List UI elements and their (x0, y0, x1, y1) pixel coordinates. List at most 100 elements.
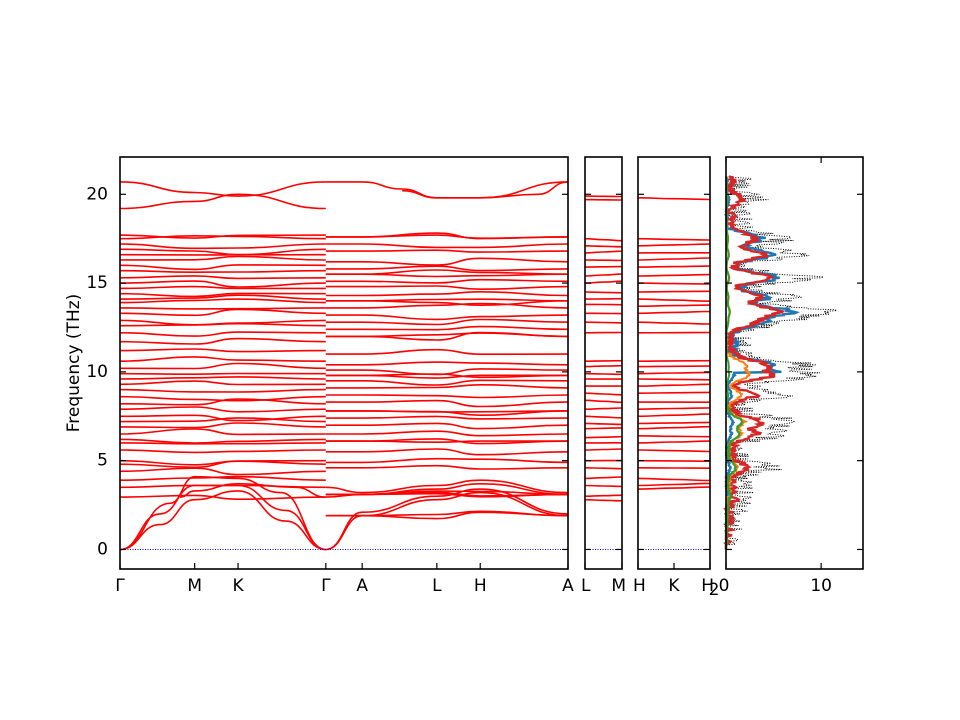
band-optical-A-11 (325, 422, 569, 430)
band-optical-A-15 (325, 399, 569, 408)
band-optical-6 (119, 449, 326, 454)
band-optical-39 (119, 248, 326, 256)
band-optical-A-32 (325, 290, 569, 297)
band-HKH-14 (637, 383, 711, 387)
band-optical-5 (119, 459, 326, 466)
band-HKH-2 (637, 477, 711, 482)
band-optical-A-23 (325, 348, 569, 356)
band-optical-22 (119, 348, 326, 353)
y-axis-label: Frequency (THz) (64, 294, 84, 433)
band-HKH-8 (637, 425, 711, 430)
xtick-label-0-2: K (232, 576, 244, 596)
band-optical-23 (119, 337, 326, 345)
band-acoustic-3 (179, 482, 326, 498)
band-LM-32 (584, 237, 623, 242)
band-HKH-21 (637, 310, 711, 315)
band-optical-A-18 (325, 379, 569, 386)
xtick-suffix: 2 (709, 580, 720, 600)
ytick-label-10: 10 (86, 362, 108, 382)
band-optical-35 (119, 269, 326, 274)
xtick-label-2-0: H (633, 576, 646, 596)
band-LM-25 (584, 291, 623, 294)
band-optical-27 (119, 308, 326, 317)
band-HKH-26 (637, 273, 711, 277)
band-LM-8 (584, 435, 623, 439)
band-LM-11 (584, 415, 623, 419)
band-optical-A-25 (325, 331, 569, 341)
band-optical-A-31 (325, 298, 569, 302)
band-optical-A-20 (325, 374, 569, 379)
band-optical-17 (119, 380, 326, 386)
xtick-label-2-2: H (701, 576, 714, 596)
band-LM-3 (584, 476, 623, 480)
band-HKH-6 (637, 440, 711, 444)
band-optical-A-10 (325, 430, 569, 437)
band-LM-0 (584, 498, 623, 502)
xtick-label-1-0: L (581, 576, 591, 596)
band-optical-15 (119, 395, 326, 402)
band-optical-A-4 (325, 490, 569, 496)
band-optical-A-1 (325, 511, 569, 520)
band-optical-A-36 (325, 269, 569, 276)
band-LM-21 (584, 321, 623, 324)
band-optical-A-7 (325, 448, 569, 456)
band-optical-29 (119, 298, 326, 304)
xtick-label-0-3: Γ (321, 576, 331, 596)
band-optical-A-37 (325, 265, 569, 272)
band-optical-12 (119, 414, 326, 422)
band-optical-A-33 (325, 285, 569, 291)
band-LM-31 (584, 245, 623, 248)
band-HKH-4 (637, 459, 711, 462)
band-LM-17 (584, 372, 623, 376)
band-optical-A-16 (325, 394, 569, 399)
band-LM-27 (584, 273, 623, 277)
band-HKH-24 (637, 290, 711, 293)
panel-frame-2 (637, 156, 711, 570)
ytick-label-5: 5 (97, 451, 108, 471)
band-optical-2 (119, 475, 326, 481)
dos-series-total (725, 176, 839, 550)
band-optical-24 (119, 331, 326, 337)
band-HKH-23 (637, 298, 711, 302)
band-LM-4 (584, 467, 623, 470)
xtick-label-0-0: Γ (115, 576, 125, 596)
band-optical-32 (119, 285, 326, 290)
band-LM-6 (584, 448, 623, 451)
dos-series-green (724, 176, 744, 550)
band-optical-A-6 (325, 457, 569, 464)
band-HKH-17 (637, 365, 711, 368)
xtick-label-0-5: L (432, 576, 442, 596)
band-optical-4 (119, 460, 326, 469)
panel-frame-3 (725, 156, 864, 570)
band-HKH-11 (637, 407, 711, 410)
band-optical-A-29 (325, 302, 569, 309)
xtick-label-0-1: M (187, 576, 202, 596)
band-optical-A-28 (325, 314, 569, 321)
band-HKH-10 (637, 413, 711, 418)
ytick-label-0: 0 (97, 539, 108, 559)
band-HKH-31 (637, 237, 711, 241)
dos-xtick-label-1: 10 (810, 576, 832, 596)
band-lines (119, 181, 711, 551)
band-optical-21 (119, 356, 326, 362)
band-HKH-25 (637, 282, 711, 285)
band-optical-40 (119, 243, 326, 250)
band-optical-A-12 (325, 415, 569, 420)
band-optical-0 (119, 494, 326, 501)
band-HKH-9 (637, 421, 711, 425)
band-optical-44 (119, 181, 326, 197)
band-HKH-32 (637, 197, 711, 201)
band-optical-A-38 (325, 257, 569, 266)
panel-frame-1 (584, 156, 623, 570)
band-optical-A-39 (325, 249, 569, 253)
band-LM-30 (584, 250, 623, 254)
band-LM-9 (584, 427, 623, 430)
band-acoustic-0 (119, 490, 326, 551)
xtick-label-0-6: H (474, 576, 487, 596)
band-acoustic-A-3 (325, 479, 569, 494)
dos-xtick-label-0: 0 (719, 576, 730, 596)
band-optical-3 (119, 467, 326, 476)
band-HKH-22 (637, 304, 711, 307)
band-optical-18 (119, 376, 326, 380)
band-optical-30 (119, 294, 326, 300)
